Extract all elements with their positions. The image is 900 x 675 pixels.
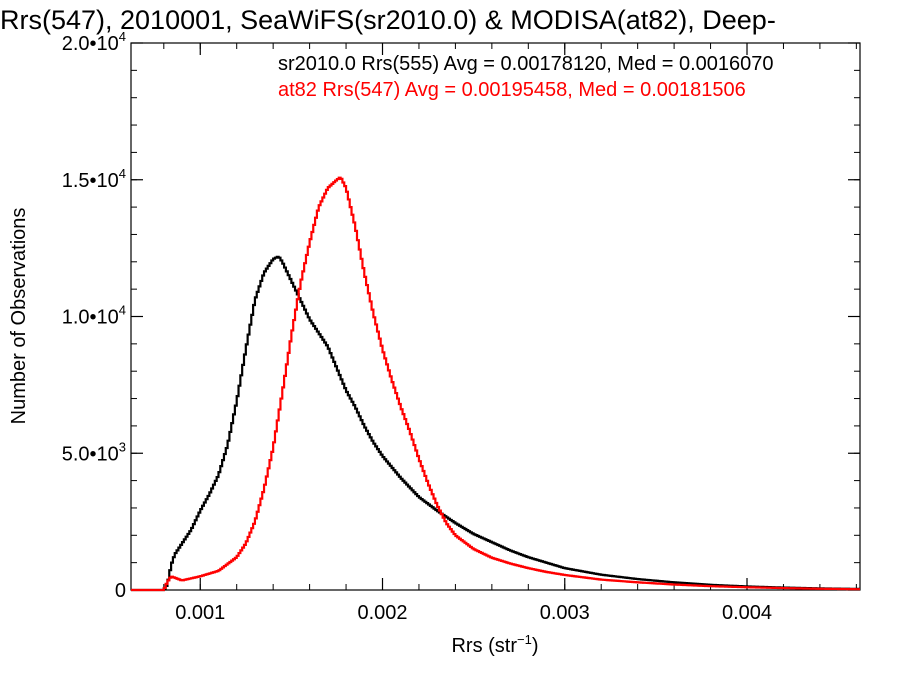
- x-axis-label: Rrs (str−1): [451, 632, 538, 657]
- chart-title: Rrs(547), 2010001, SeaWiFS(sr2010.0) & M…: [0, 5, 776, 35]
- plot-frame: [130, 42, 861, 591]
- annotation-line-1: sr2010.0 Rrs(555) Avg = 0.00178120, Med …: [278, 53, 774, 75]
- x-tick-label: 0.004: [722, 602, 772, 624]
- x-tick-label: 0.002: [357, 602, 407, 624]
- y-axis-label: Number of Observations: [8, 208, 30, 425]
- y-tick-label: 1.5•104: [62, 166, 126, 192]
- series-layer: [131, 176, 860, 592]
- series-line-1: [131, 255, 860, 592]
- y-tick-label: 0: [115, 580, 126, 602]
- x-tick-label: 0.001: [175, 602, 225, 624]
- x-axis-ticks: 0.001 0.002 0.003 0.004: [163, 43, 857, 624]
- y-tick-label: 5.0•103: [62, 439, 126, 465]
- legend-annotations: sr2010.0 Rrs(555) Avg = 0.00178120, Med …: [278, 53, 774, 101]
- x-tick-label: 0.003: [540, 602, 590, 624]
- series-line-2: [131, 176, 860, 592]
- y-tick-label: 2.0•104: [62, 29, 126, 55]
- y-tick-label: 1.0•104: [62, 303, 126, 329]
- annotation-line-2: at82 Rrs(547) Avg = 0.00195458, Med = 0.…: [278, 79, 746, 101]
- y-axis-ticks: 0 5.0•103 1.0•104 1.5•104 2.0•104: [62, 29, 860, 602]
